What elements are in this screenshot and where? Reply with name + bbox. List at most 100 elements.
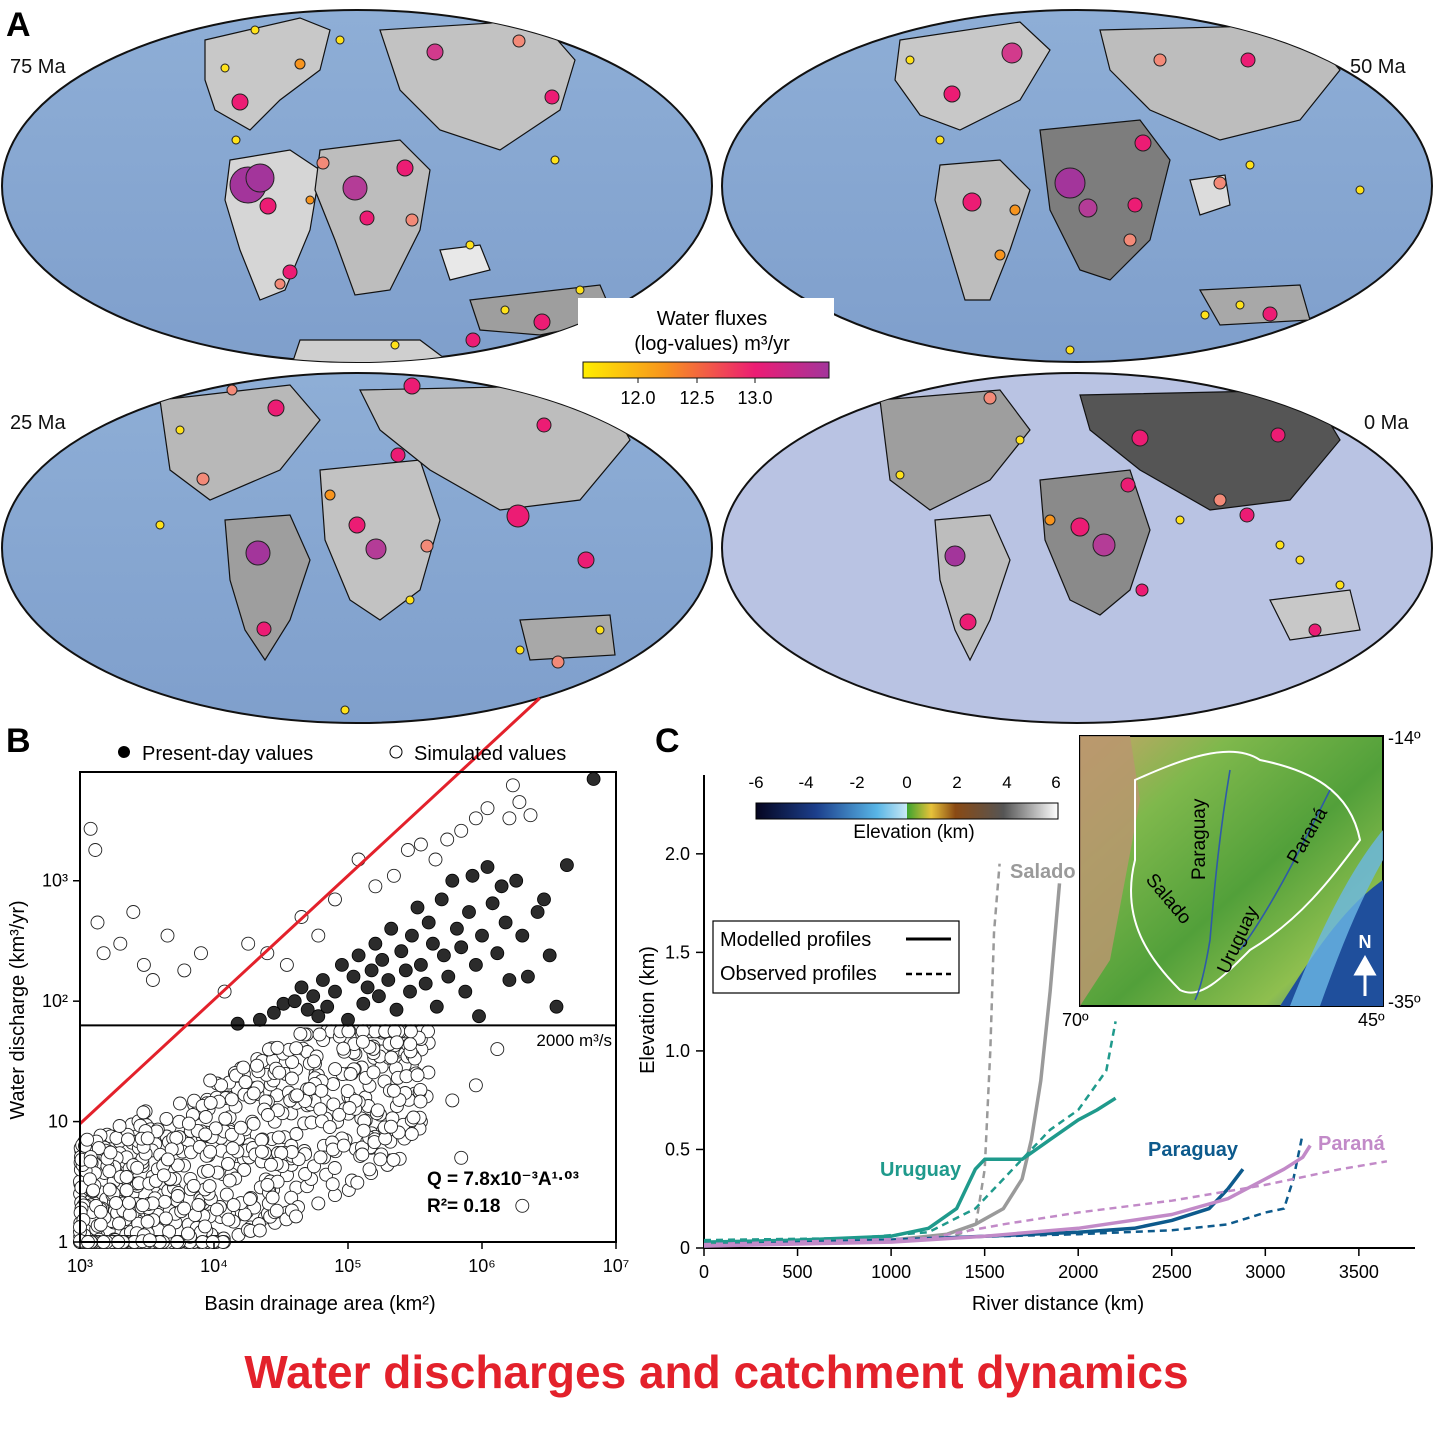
present-day-point <box>375 953 390 967</box>
simulated-point <box>201 1163 216 1178</box>
simulated-point <box>254 1144 269 1159</box>
x-tick-label: 3000 <box>1245 1262 1285 1282</box>
observed-profile-paran <box>703 1160 1388 1246</box>
present-day-point <box>458 984 473 999</box>
simulated-points <box>73 778 538 1249</box>
simulated-point <box>406 1110 421 1125</box>
present-day-point <box>441 969 456 984</box>
legend-marker-open <box>389 745 403 759</box>
simulated-point <box>302 1082 317 1096</box>
simulated-point <box>386 1083 401 1098</box>
present-day-point <box>294 980 309 995</box>
simulated-point <box>112 1119 127 1133</box>
simulated-point <box>523 808 538 823</box>
simulated-point <box>252 1223 267 1238</box>
simulated-point <box>159 1111 174 1126</box>
y-tick-label: 1.5 <box>665 942 690 962</box>
y-tick-label: 1.0 <box>665 1041 690 1061</box>
simulated-point <box>119 1170 134 1184</box>
simulated-point <box>313 1102 328 1117</box>
present-day-point <box>490 946 505 961</box>
simulated-point <box>203 1095 218 1110</box>
series-label-parana: Paraná <box>1318 1133 1386 1155</box>
present-day-point <box>266 1005 281 1020</box>
simulated-point <box>290 1088 305 1103</box>
river-line <box>1194 769 1231 1001</box>
regression-line <box>78 697 541 1125</box>
simulated-point <box>170 1189 185 1203</box>
simulated-point <box>209 1202 224 1217</box>
simulated-point <box>480 801 495 816</box>
profile-lines <box>703 863 1388 1248</box>
simulated-point <box>512 795 527 810</box>
simulated-point <box>440 832 455 847</box>
simulated-point <box>307 1054 322 1069</box>
present-day-point <box>320 999 335 1014</box>
simulated-point <box>332 1107 347 1122</box>
y-axis-label: Water discharge (km³/yr) <box>7 900 29 1119</box>
present-day-point <box>328 984 342 999</box>
present-day-point <box>394 944 409 959</box>
simulated-point <box>219 1187 234 1202</box>
simulated-point <box>238 1075 253 1090</box>
present-day-point <box>311 1009 326 1024</box>
simulated-point <box>328 892 342 907</box>
present-day-point <box>480 860 495 874</box>
simulated-point <box>122 1195 136 1210</box>
map-age-label: 50 Ma <box>1350 56 1406 78</box>
simulated-point <box>413 1094 428 1109</box>
inset-label-paraguay: Paraguay <box>1189 798 1210 880</box>
simulated-point <box>373 1152 388 1167</box>
simulated-point <box>298 1167 313 1181</box>
map-25ma: 25 Ma <box>1 372 713 724</box>
simulated-point <box>181 1116 196 1131</box>
andes-region <box>1080 736 1140 1006</box>
river-line <box>1239 789 1331 951</box>
simulated-point <box>293 1026 308 1041</box>
present-day-point <box>542 948 557 963</box>
simulated-point <box>103 1145 118 1160</box>
figure-title: Water discharges and catchment dynamics <box>244 1346 1189 1398</box>
simulated-point <box>218 1111 233 1126</box>
y-tick-label: 1 <box>58 1232 68 1252</box>
y-tick-label: 0 <box>680 1238 690 1258</box>
modelled-profile-paran <box>703 1144 1312 1248</box>
simulated-point <box>109 1130 124 1145</box>
present-day-point <box>530 905 545 919</box>
simulated-point <box>90 915 105 930</box>
simulated-point <box>122 1207 137 1222</box>
present-day-point <box>410 900 425 915</box>
simulated-point <box>250 1058 264 1073</box>
simulated-point <box>311 928 326 943</box>
simulated-point <box>160 1152 175 1167</box>
simulated-point <box>468 1078 483 1093</box>
present-day-point <box>475 928 489 943</box>
simulated-point <box>368 879 383 894</box>
simulated-point <box>156 1168 171 1183</box>
present-day-point <box>306 989 321 1004</box>
colorbar-title-line1: Water fluxes <box>657 308 767 330</box>
legend-box <box>712 920 960 994</box>
simulated-point <box>272 1065 287 1080</box>
simulated-point <box>224 1127 239 1142</box>
simulated-point <box>454 823 469 838</box>
elevation-tick-label: -2 <box>849 773 864 792</box>
present-day-point <box>502 973 517 987</box>
map-age-label: 0 Ma <box>1364 412 1409 434</box>
simulated-point <box>162 1224 177 1239</box>
present-day-point <box>549 999 564 1014</box>
observed-profile-uruguay <box>703 1021 1117 1242</box>
simulated-point <box>386 1152 401 1167</box>
map-age-label: 25 Ma <box>10 412 66 434</box>
present-day-point <box>360 980 375 995</box>
simulated-point <box>325 1177 340 1192</box>
simulated-point <box>356 1123 371 1138</box>
present-day-point <box>404 928 419 943</box>
x-tick-label: 2000 <box>1058 1262 1098 1282</box>
profile-chart: 0 500 1000 1500 2000 2500 3000 3500 0 0.5 1.0 1.5 2.… <box>637 728 1421 1315</box>
simulated-point <box>237 1162 252 1177</box>
simulated-point <box>243 1192 257 1206</box>
x-tick-label: 2500 <box>1152 1262 1192 1282</box>
simulated-point <box>386 868 401 883</box>
present-day-points <box>230 772 601 1031</box>
